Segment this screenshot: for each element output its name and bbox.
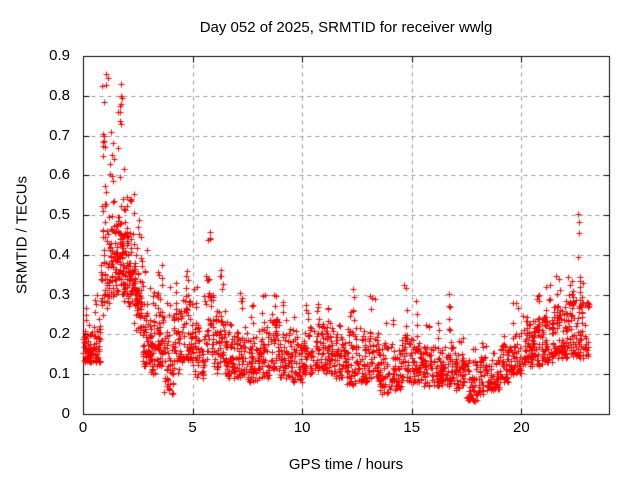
x-tick-label: 0: [78, 419, 88, 436]
y-tick-label: 0.8: [49, 86, 70, 104]
y-tick-label: 0: [61, 405, 70, 422]
x-tick-label: 5: [188, 419, 197, 436]
y-tick-label: 0.9: [49, 47, 70, 64]
y-tick-label: 0.2: [49, 325, 70, 343]
x-tick-label: 15: [403, 419, 421, 436]
y-tick-label: 0.4: [49, 245, 70, 263]
x-tick-label: 10: [293, 419, 311, 436]
x-tick-label: 20: [512, 419, 530, 436]
y-tick-label: 0.1: [49, 365, 70, 383]
y-tick-label: 0.5: [49, 206, 70, 224]
y-tick-label: 0.6: [49, 166, 70, 184]
y-tick-label: 0.3: [49, 285, 70, 303]
y-tick-label: 0.7: [49, 126, 70, 144]
